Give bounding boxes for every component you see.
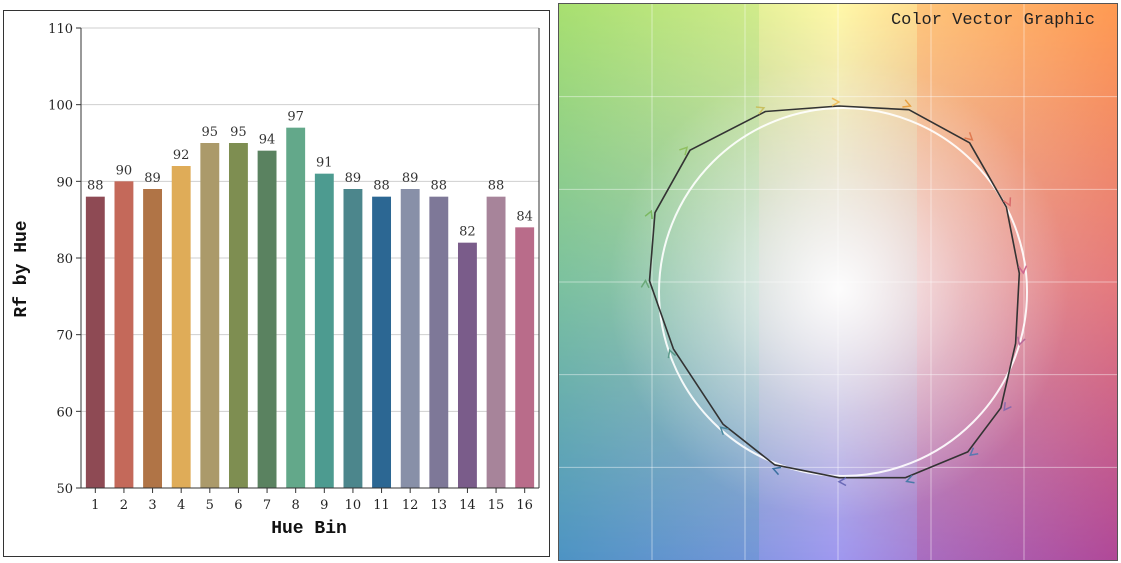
bar-value-label: 89 [144, 171, 161, 186]
hue-vector-arrow [1003, 402, 1012, 412]
y-tick-label: 110 [48, 22, 73, 37]
x-tick-label: 9 [320, 498, 328, 513]
bar-hue-bin-11 [372, 196, 392, 488]
x-tick-label: 2 [120, 498, 128, 513]
x-tick-label: 15 [488, 498, 505, 513]
bar-hue-bin-5 [200, 143, 220, 488]
x-tick-label: 11 [373, 498, 390, 513]
x-tick-label: 13 [431, 498, 448, 513]
x-tick-label: 16 [516, 498, 533, 513]
bar-hue-bin-1 [85, 196, 105, 488]
hue-vector-arrow [905, 475, 915, 484]
test-source-vector-line [648, 105, 1021, 479]
y-tick-label: 60 [56, 405, 73, 420]
reference-circle [658, 107, 1028, 477]
color-vector-graphic-panel: Color Vector Graphic [558, 3, 1118, 561]
bar-hue-bin-3 [143, 189, 163, 488]
bar-value-label: 97 [287, 110, 304, 125]
bar-hue-bin-13 [429, 196, 449, 488]
x-tick-label: 7 [263, 498, 271, 513]
bar-value-label: 90 [116, 163, 133, 178]
bar-value-label: 88 [87, 179, 104, 194]
hue-vector-arrow [667, 348, 677, 359]
x-tick-label: 1 [91, 498, 99, 513]
hue-vector-arrow [755, 106, 766, 115]
bar-value-label: 91 [316, 156, 333, 171]
bar-value-label: 88 [488, 179, 505, 194]
x-tick-label: 4 [177, 498, 185, 513]
bar-value-label: 94 [259, 133, 276, 148]
hue-vector-arrow [964, 132, 974, 141]
bar-value-label: 95 [202, 125, 219, 140]
x-tick-label: 6 [234, 498, 242, 513]
color-vector-graphic-title: Color Vector Graphic [891, 11, 1095, 30]
x-axis-label: Hue Bin [271, 519, 347, 539]
hue-vector-arrow [969, 447, 979, 457]
bar-hue-bin-8 [286, 127, 306, 489]
bar-hue-bin-7 [257, 150, 277, 488]
background-center-glow [609, 59, 1069, 519]
hue-vector-arrow [771, 466, 782, 476]
x-tick-label: 8 [292, 498, 300, 513]
bar-value-label: 92 [173, 148, 190, 163]
y-axis-label: Rf by Hue [12, 220, 32, 317]
bar-hue-bin-2 [114, 181, 134, 489]
bar-hue-bin-4 [171, 166, 191, 488]
x-tick-label: 5 [206, 498, 214, 513]
bar-hue-bin-6 [228, 143, 248, 488]
y-tick-label: 100 [48, 99, 73, 114]
y-tick-label: 90 [56, 175, 73, 190]
hue-vector-arrow [902, 99, 912, 108]
color-vector-graphic: Color Vector Graphic [559, 4, 1117, 560]
bar-hue-bin-9 [314, 173, 334, 488]
y-tick-label: 70 [56, 329, 73, 344]
bar-hue-bin-10 [343, 189, 363, 488]
hue-vector-arrow [1018, 265, 1028, 275]
bar-value-label: 88 [373, 179, 390, 194]
hue-vector-arrow [831, 97, 841, 107]
hue-vector-arrow [640, 279, 650, 289]
x-tick-label: 3 [148, 498, 156, 513]
x-tick-label: 12 [402, 498, 419, 513]
bar-hue-bin-16 [515, 227, 535, 489]
bar-hue-bin-12 [400, 189, 420, 488]
bar-hue-bin-14 [457, 242, 477, 488]
bar-value-label: 88 [431, 179, 448, 194]
bar-value-label: 82 [459, 225, 476, 240]
hue-vector-arrow [719, 426, 729, 436]
x-tick-label: 14 [459, 498, 476, 513]
y-tick-label: 50 [56, 482, 73, 497]
bar-value-label: 95 [230, 125, 247, 140]
hue-vector-arrow [1003, 197, 1012, 207]
hue-vector-arrow [644, 209, 653, 220]
bar-value-label: 89 [402, 171, 419, 186]
x-tick-label: 10 [345, 498, 362, 513]
bar-chart-panel: 88 90 89 92 95 95 94 97 91 89 88 89 88 82 88 84 50 60 70 8… [3, 10, 550, 557]
y-tick-label: 80 [56, 252, 73, 267]
hue-vector-arrow [679, 146, 689, 156]
bar-value-label: 89 [345, 171, 362, 186]
bar-hue-bin-15 [486, 196, 506, 488]
bar-value-label: 84 [516, 209, 533, 224]
hue-vector-arrow [1017, 336, 1026, 346]
hue-vector-arrow [837, 477, 847, 487]
